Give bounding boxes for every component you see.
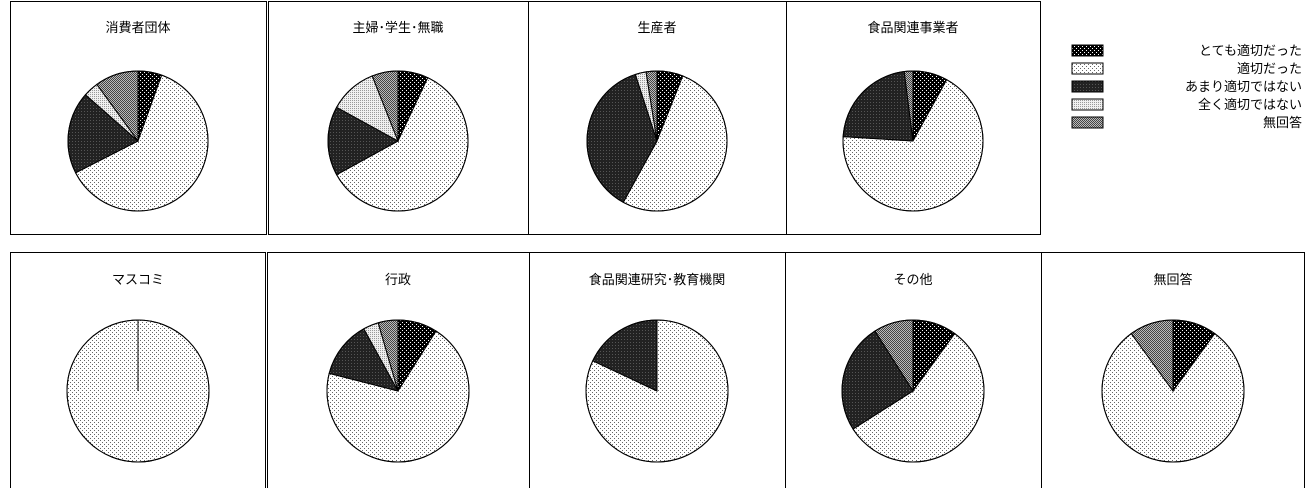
slice-amari-tekisetsu-dewanai xyxy=(842,70,914,142)
pie-shokuhin-kanren-jigyousha xyxy=(842,70,984,212)
pie-sonota xyxy=(841,319,985,463)
legend-swatch-totemo-tekisetsu xyxy=(1071,44,1104,57)
pie-title-kenkyu-kyouiku-kikan: 食品関連研究･教育機関 xyxy=(589,272,726,288)
pie-masukomi xyxy=(66,319,210,463)
legend: とても適切だった 適切だった あまり適切ではない 全く適切ではない 無回答 xyxy=(1071,43,1302,131)
legend-label-mattaku: 全く適切ではない xyxy=(1198,97,1302,113)
pie-gyousei xyxy=(326,319,470,463)
pie-kenkyu-kyouiku-kikan xyxy=(585,319,729,463)
pie-title-shouhisha-dantai: 消費者団体 xyxy=(105,21,170,36)
panel-frame xyxy=(10,1,267,235)
legend-swatch-amari xyxy=(1071,80,1104,93)
legend-label-mukaitou: 無回答 xyxy=(1263,115,1302,131)
legend-label-totemo-tekisetsu: とても適切だった xyxy=(1199,43,1302,59)
pie-seisansha xyxy=(586,70,728,212)
legend-swatch-tekisetsu xyxy=(1071,62,1104,75)
pie-mukaitou xyxy=(1101,319,1245,463)
pie-title-gyousei: 行政 xyxy=(385,273,411,288)
legend-label-amari: あまり適切ではない xyxy=(1185,79,1302,95)
legend-swatch-mattaku xyxy=(1071,98,1104,111)
panel-frame xyxy=(1041,252,1305,488)
pie-title-masukomi: マスコミ xyxy=(112,273,164,288)
panel-frame xyxy=(786,1,1041,235)
pie-title-shufu-gakusei-mushoku: 主婦･学生･無職 xyxy=(352,20,443,36)
pie-title-sonota: その他 xyxy=(893,273,932,288)
pie-title-mukaitou: 無回答 xyxy=(1153,272,1192,288)
pie-shufu-gakusei-mushoku xyxy=(327,70,469,212)
legend-label-tekisetsu: 適切だった xyxy=(1237,61,1302,77)
pie-title-seisansha: 生産者 xyxy=(637,20,676,36)
panel-frame xyxy=(10,252,266,488)
pie-title-shokuhin-kanren-jigyousha: 食品関連事業者 xyxy=(867,20,958,36)
pie-shouhisha-dantai xyxy=(67,70,209,212)
legend-swatch-mukaitou xyxy=(1071,116,1104,129)
